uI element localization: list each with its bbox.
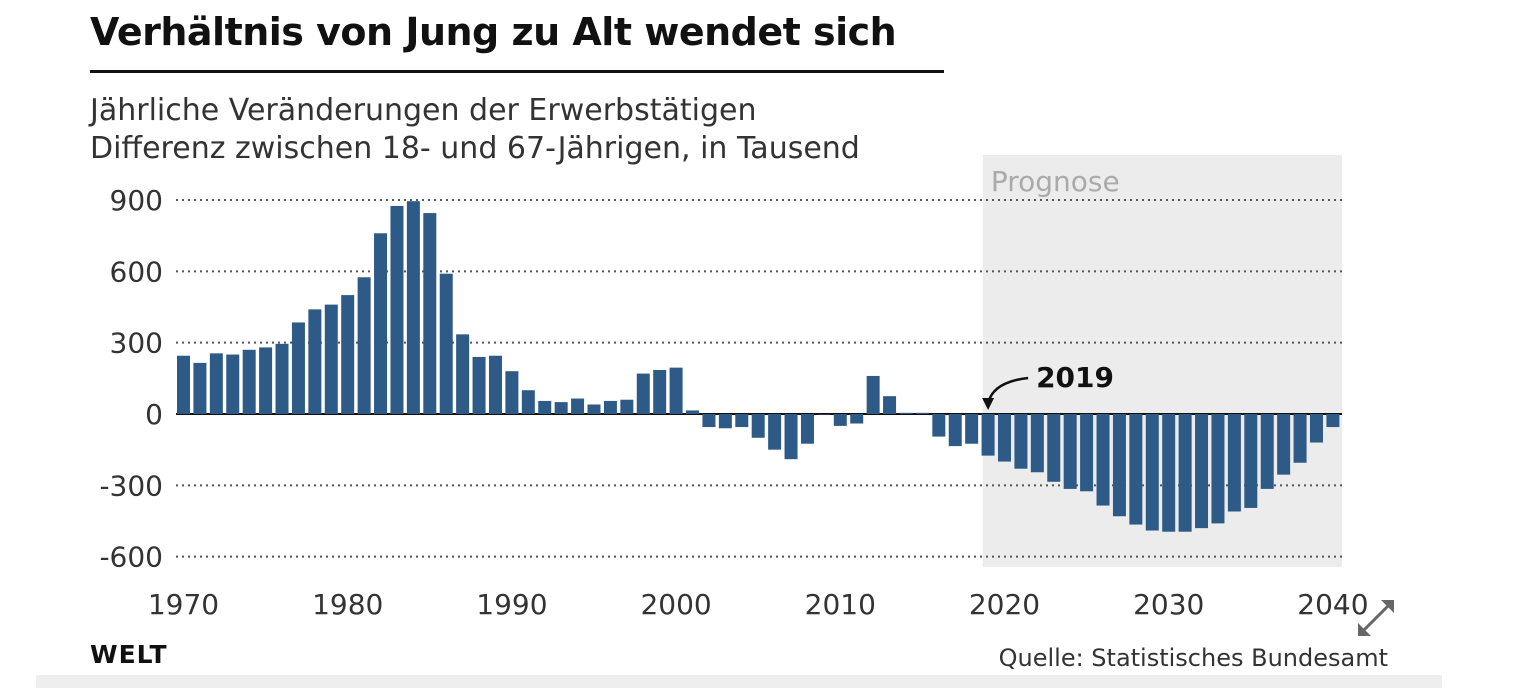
- bar: [1195, 414, 1209, 529]
- bar: [1112, 414, 1126, 517]
- bar: [932, 414, 946, 437]
- bar: [1047, 414, 1061, 482]
- bar: [423, 213, 437, 414]
- bar: [1244, 414, 1258, 508]
- bar: [866, 375, 880, 414]
- welt-logo: WELT: [90, 640, 168, 669]
- bar: [718, 414, 732, 429]
- y-tick-label: 600: [110, 255, 163, 288]
- bar: [374, 233, 388, 414]
- x-tick-label: 2030: [1133, 588, 1204, 621]
- bar: [998, 414, 1011, 462]
- subtitle-line-2: Differenz zwischen 18- und 67-Jährigen, …: [90, 131, 860, 166]
- bar: [554, 402, 568, 414]
- bar: [291, 322, 305, 414]
- y-tick-label: -300: [99, 469, 163, 502]
- bar: [587, 404, 601, 414]
- expand-arrows-icon[interactable]: [1356, 598, 1396, 638]
- bar: [1309, 414, 1323, 443]
- subtitle-line-1: Jährliche Veränderungen der Erwerbstätig…: [90, 93, 757, 128]
- annotation-arrowhead: [982, 398, 995, 410]
- bar: [521, 390, 535, 414]
- y-tick-label: 0: [145, 398, 163, 431]
- bar: [1277, 414, 1291, 475]
- bar: [259, 347, 273, 414]
- bar: [226, 354, 240, 414]
- footer-band: [36, 675, 1442, 688]
- x-tick-label: 2020: [969, 588, 1040, 621]
- title-underline: [90, 70, 944, 73]
- chart-subtitle: Jährliche Veränderungen der Erwerbstätig…: [90, 92, 860, 168]
- bar: [177, 355, 190, 414]
- bar: [1145, 414, 1159, 531]
- bar: [1326, 414, 1340, 428]
- bar: [439, 273, 453, 414]
- bar: [669, 367, 683, 414]
- x-tick-label: 1970: [148, 588, 219, 621]
- forecast-label: Prognose: [991, 165, 1120, 198]
- bar: [817, 414, 831, 415]
- bar: [915, 412, 929, 414]
- bar: [1129, 414, 1143, 525]
- bar: [505, 371, 519, 414]
- bar: [308, 309, 322, 414]
- bar: [751, 414, 765, 438]
- bar: [406, 201, 420, 414]
- y-tick-label: 300: [110, 327, 163, 360]
- bar: [686, 410, 700, 414]
- bar: [1080, 414, 1094, 492]
- bar: [702, 414, 716, 428]
- bar: [242, 349, 256, 414]
- x-tick-label: 2040: [1297, 588, 1368, 621]
- bar: [456, 334, 470, 414]
- bar: [1260, 414, 1274, 489]
- bar: [390, 205, 404, 414]
- bar: [1211, 414, 1225, 524]
- bar: [965, 414, 979, 444]
- bar: [653, 370, 667, 414]
- bar: [850, 414, 864, 424]
- bar: [735, 414, 749, 428]
- bar: [1030, 414, 1044, 473]
- bar: [784, 414, 798, 460]
- bar: [1293, 414, 1307, 463]
- bar: [275, 343, 289, 414]
- bar: [488, 355, 502, 414]
- chart-title: Verhältnis von Jung zu Alt wendet sich: [90, 10, 897, 54]
- x-tick-label: 1990: [476, 588, 547, 621]
- bar: [800, 414, 814, 444]
- annotation-label: 2019: [1036, 361, 1114, 394]
- bar: [948, 414, 962, 447]
- bar: [1096, 414, 1110, 506]
- bar: [193, 362, 207, 414]
- bar: [1162, 414, 1176, 532]
- bar: [1014, 414, 1028, 469]
- x-tick-label: 2000: [640, 588, 711, 621]
- bar: [768, 414, 782, 450]
- y-tick-label: 900: [110, 184, 163, 217]
- x-tick-label: 2010: [805, 588, 876, 621]
- bar: [603, 400, 617, 414]
- bar: [833, 414, 847, 426]
- bar: [538, 400, 552, 414]
- bar: [620, 399, 634, 414]
- bar: [341, 295, 355, 414]
- source-note: Quelle: Statistisches Bundesamt: [998, 644, 1388, 672]
- x-tick-label: 1980: [312, 588, 383, 621]
- y-tick-label: -600: [99, 541, 163, 574]
- bar: [883, 396, 897, 414]
- bar: [1178, 414, 1192, 532]
- bar: [1063, 414, 1077, 489]
- bar: [1227, 414, 1241, 512]
- bar: [899, 412, 913, 414]
- bar: [981, 414, 995, 456]
- bar: [357, 277, 371, 414]
- bar: [472, 356, 486, 414]
- bar: [571, 398, 585, 414]
- bar: [324, 304, 338, 414]
- bar: [209, 353, 223, 414]
- bar: [636, 373, 650, 414]
